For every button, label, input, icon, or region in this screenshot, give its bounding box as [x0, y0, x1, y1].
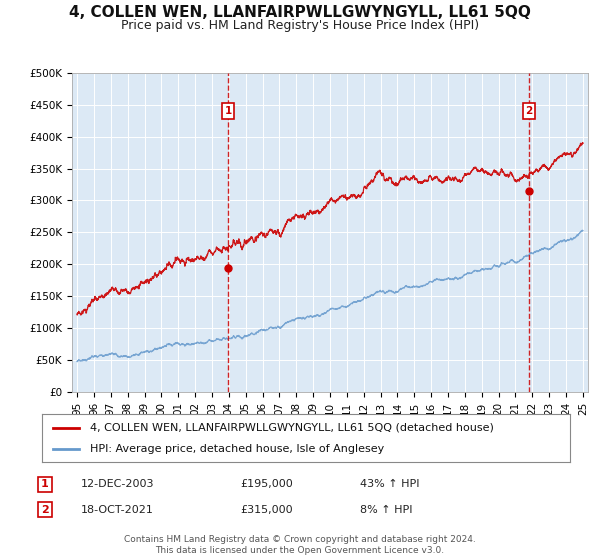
Text: £195,000: £195,000 [240, 479, 293, 489]
Text: 12-DEC-2003: 12-DEC-2003 [81, 479, 155, 489]
Text: HPI: Average price, detached house, Isle of Anglesey: HPI: Average price, detached house, Isle… [89, 444, 384, 454]
Text: 43% ↑ HPI: 43% ↑ HPI [360, 479, 419, 489]
Text: 8% ↑ HPI: 8% ↑ HPI [360, 505, 413, 515]
Text: 2: 2 [41, 505, 49, 515]
Text: 18-OCT-2021: 18-OCT-2021 [81, 505, 154, 515]
Text: This data is licensed under the Open Government Licence v3.0.: This data is licensed under the Open Gov… [155, 545, 445, 555]
Text: Price paid vs. HM Land Registry's House Price Index (HPI): Price paid vs. HM Land Registry's House … [121, 18, 479, 32]
Text: Contains HM Land Registry data © Crown copyright and database right 2024.: Contains HM Land Registry data © Crown c… [124, 534, 476, 544]
Text: 1: 1 [41, 479, 49, 489]
Text: £315,000: £315,000 [240, 505, 293, 515]
Text: 4, COLLEN WEN, LLANFAIRPWLLGWYNGYLL, LL61 5QQ: 4, COLLEN WEN, LLANFAIRPWLLGWYNGYLL, LL6… [69, 5, 531, 20]
Text: 1: 1 [224, 106, 232, 116]
Text: 4, COLLEN WEN, LLANFAIRPWLLGWYNGYLL, LL61 5QQ (detached house): 4, COLLEN WEN, LLANFAIRPWLLGWYNGYLL, LL6… [89, 423, 493, 433]
Text: 2: 2 [525, 106, 532, 116]
